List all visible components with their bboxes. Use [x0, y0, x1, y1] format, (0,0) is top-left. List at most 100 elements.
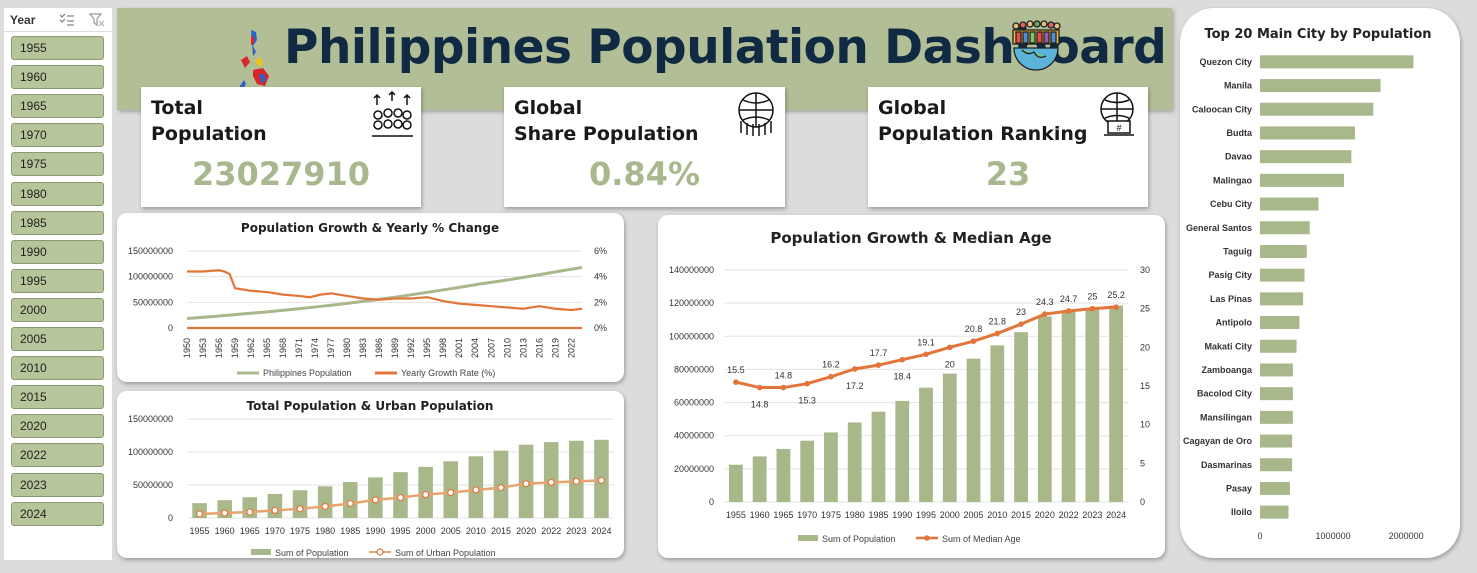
slicer-item-2024[interactable]: 2024: [11, 501, 104, 526]
bar: [1260, 150, 1352, 164]
crowd-globe-icon: [1012, 20, 1061, 71]
slicer-item-1960[interactable]: 1960: [11, 65, 104, 90]
median-age-point: [851, 366, 858, 372]
slicer-item-1955[interactable]: 1955: [11, 36, 104, 60]
y-tick-label: Pasay: [1226, 483, 1252, 493]
data-label: 20: [945, 359, 955, 369]
x-tick-label: 1971: [294, 338, 304, 358]
x-tick-label: 2010: [466, 526, 486, 536]
slicer-item-1980[interactable]: 1980: [11, 181, 104, 206]
slicer-item-1995[interactable]: 1995: [11, 268, 104, 293]
y-tick-label: 50000000: [133, 297, 173, 307]
slicer-item-2015[interactable]: 2015: [11, 385, 104, 410]
slicer-item-2005[interactable]: 2005: [11, 327, 104, 351]
chart-title: Population Growth & Yearly % Change: [241, 221, 499, 235]
slicer-item-1990[interactable]: 1990: [11, 239, 104, 264]
data-label: 23: [1016, 307, 1026, 317]
data-label: 25: [1087, 292, 1097, 302]
bar: [267, 493, 283, 518]
bar: [1260, 505, 1289, 519]
x-tick-label: 2000: [940, 510, 960, 520]
x-tick-label: 1990: [365, 526, 385, 536]
legend-marker: [924, 535, 930, 541]
multi-select-icon[interactable]: [58, 13, 76, 27]
data-label: 24.3: [1036, 297, 1054, 307]
data-label: 18.4: [893, 372, 911, 382]
median-age-point: [1042, 311, 1048, 317]
bar: [1260, 387, 1293, 401]
bar: [1260, 316, 1300, 330]
x-tick-label: 1975: [290, 526, 310, 536]
y2-tick-label: 4%: [594, 272, 607, 282]
y2-tick-label: 25: [1140, 304, 1150, 314]
year-slicer: Year 1955 1960 1965 1970 1975 1980 1985 1990 199…: [4, 8, 112, 560]
bar: [1260, 244, 1307, 258]
data-label: 21.8: [989, 316, 1007, 326]
bar: [1260, 79, 1381, 93]
y2-tick-label: 6%: [594, 246, 607, 256]
x-tick-label: 1992: [406, 338, 416, 358]
bar: [1260, 221, 1310, 235]
x-tick-label: 2010: [502, 338, 512, 358]
x-tick-label: 2020: [516, 526, 536, 536]
x-tick-label: 1983: [358, 338, 368, 358]
median-age-point: [828, 373, 834, 380]
y-tick-label: Las Pinas: [1210, 294, 1252, 304]
bar: [1260, 173, 1345, 187]
bar: [776, 448, 791, 502]
x-tick-label: 1977: [326, 338, 336, 358]
median-age-point: [1089, 305, 1096, 312]
y-tick-label: General Santos: [1186, 223, 1252, 233]
clear-filter-icon[interactable]: [88, 12, 106, 27]
urban-point: [296, 505, 304, 513]
slicer-item-1970[interactable]: 1970: [11, 123, 104, 148]
slicer-item-1985[interactable]: 1985: [11, 210, 104, 235]
bar: [1260, 292, 1304, 306]
x-tick-label: 0: [1257, 531, 1262, 541]
bar: [942, 373, 957, 502]
x-tick-label: 1970: [797, 510, 817, 520]
x-tick-label: 2024: [591, 526, 611, 536]
slicer-item-1965[interactable]: 1965: [11, 94, 104, 119]
y-tick-label: 20000000: [674, 464, 714, 474]
slicer-item-2000[interactable]: 2000: [11, 297, 104, 322]
data-label: 17.2: [846, 381, 864, 391]
urban-point: [472, 486, 480, 494]
urban-point: [547, 478, 555, 486]
y-tick-label: Dasmarinas: [1201, 460, 1252, 470]
median-age-point: [1065, 308, 1072, 314]
data-label: 14.8: [775, 371, 793, 381]
y-tick-label: 0: [168, 323, 173, 333]
kpi-label: Global Population Ranking: [878, 97, 1088, 145]
x-tick-label: 1950: [182, 338, 192, 358]
kpi-label: Global Share Population: [514, 97, 699, 145]
y-tick-label: 40000000: [674, 431, 714, 441]
kpi-value: 0.84%: [588, 155, 700, 193]
slicer-item-1975[interactable]: 1975: [11, 152, 104, 177]
y2-tick-label: 20: [1140, 342, 1150, 352]
slicer-item-2023[interactable]: 2023: [11, 472, 104, 497]
chart-title: Top 20 Main City by Population: [1204, 27, 1431, 42]
y2-tick-label: 0: [1140, 497, 1145, 507]
legend-swatch: [798, 535, 818, 541]
x-tick-label: 1960: [215, 526, 235, 536]
y-tick-label: Malingao: [1213, 175, 1253, 185]
bar: [895, 400, 910, 502]
data-label: 15.3: [798, 396, 816, 406]
chart-top-cities: Top 20 Main City by Population Quezon Cit…: [1180, 8, 1460, 558]
urban-point: [497, 484, 505, 492]
x-tick-label: 2019: [550, 338, 560, 358]
legend-label: Sum of Population: [275, 548, 349, 558]
y-tick-label: Pasig City: [1208, 270, 1252, 280]
bar: [1061, 311, 1076, 502]
median-age-point: [780, 384, 787, 391]
svg-text:#: #: [1116, 123, 1121, 133]
slicer-item-2010[interactable]: 2010: [11, 356, 104, 381]
globe-people-icon: [738, 92, 774, 136]
median-age-line: [735, 305, 1117, 390]
x-tick-label: 2000000: [1389, 531, 1424, 541]
slicer-item-2022[interactable]: 2022: [11, 443, 104, 468]
slicer-item-2020[interactable]: 2020: [11, 414, 104, 439]
y-tick-label: 0: [709, 497, 714, 507]
bar: [728, 464, 743, 502]
